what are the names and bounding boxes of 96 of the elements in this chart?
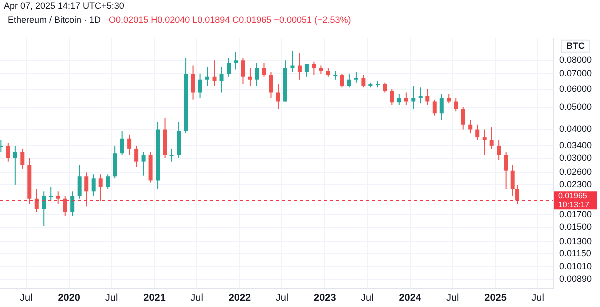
candlestick [347,73,352,88]
candlestick [510,164,515,197]
candlestick [42,191,46,227]
y-tick-label: 0.02600 [559,167,592,178]
candlestick [497,140,502,161]
candlestick [13,145,18,186]
candlestick [404,92,408,106]
chart-title: Ethereum / Bitcoin · 1D [8,15,102,25]
x-tick-label: 2022 [228,292,252,304]
candlestick [113,145,118,180]
candlestick [504,152,508,190]
x-tick-label: 2020 [58,292,81,304]
x-tick-label: 2025 [484,292,508,304]
y-tick-label: 0.03000 [559,152,592,163]
x-tick-label: Jul [446,292,460,304]
y-tick-label: 0.00890 [559,274,592,284]
y-tick-label: 0.03400 [559,140,592,150]
candlestick [134,145,139,168]
candlestick [269,72,274,99]
candlestick [468,120,473,134]
candlestick [0,140,4,153]
candlestick [191,65,196,100]
candlestick [92,174,96,197]
y-tick-label: 0.08000 [559,55,592,66]
y-tick-label: 0.01010 [559,261,592,272]
candlestick [290,50,295,74]
candlestick [120,130,124,156]
candlestick [34,188,39,213]
candlestick [418,87,423,104]
candlestick [198,73,202,99]
candlestick [6,142,10,162]
y-axis-title: BTC [566,40,586,51]
candlestick [206,66,210,87]
candlestick [516,184,520,205]
candlestick [482,129,487,156]
candlestick [454,98,458,112]
candlestick [49,186,54,202]
candlestick [84,172,89,208]
chart-subtitle: Apr 07, 2025 14:17 UTC+5:30 [3,0,126,13]
candlestick [432,99,437,116]
candlestick [20,148,25,170]
candlestick [234,52,238,70]
candlestick [397,94,402,106]
ref-line-label: 0.01965 10:13:17 [558,191,590,210]
candlestick [383,82,388,94]
candlestick [476,124,480,141]
text: O0.02015 H0.02040 L0.01894 C0.01965 −0.00051 (−2.53%) [109,15,352,25]
x-tick-label: Jul [20,292,33,304]
candlestick [255,62,260,87]
x-tick-label: Jul [190,292,204,304]
candlestick [262,62,266,78]
y-tick-label: 0.01700 [559,210,592,220]
x-tick-label: Jul [532,292,544,304]
candlestick [340,73,344,88]
candlestick [276,84,280,110]
candlestick [461,107,466,130]
x-tick-label: 2024 [399,292,422,304]
x-tick-label: Jul [276,292,289,304]
candlestick [426,88,430,106]
candlestick [212,60,217,87]
candlestick [63,196,68,217]
candlestick [312,61,316,76]
x-tick-label: 2023 [314,292,337,304]
candlestick [440,94,444,121]
candlestick [226,58,231,78]
candlestick [170,148,174,162]
x-tick-label: Jul [361,292,374,304]
candlestick [362,74,366,88]
candlestick [390,88,394,106]
y-tick-label: 0.06000 [559,84,592,94]
candlestick [98,174,103,202]
y-tick-label: 0.02300 [559,179,592,190]
candlestick [304,64,309,78]
candlestick [490,126,494,150]
candlestick [78,164,82,200]
candlestick [447,94,452,104]
y-tick-label: 0.01300 [559,236,592,246]
candlestick [142,152,146,176]
candlestick [70,191,75,217]
candlestick [128,134,132,156]
x-tick-label: 2021 [144,292,166,304]
candlestick [56,191,60,204]
candlestick [334,70,338,80]
y-tick-label: 0.01500 [559,222,592,232]
x-tick-label: Jul [105,292,118,304]
candlestick [220,66,224,94]
y-tick-label: 0.01150 [559,248,592,259]
candlestick [298,52,302,80]
candlestick [354,72,358,84]
candlestick [248,68,252,87]
candlestick [241,58,246,85]
y-tick-label: 0.05000 [559,102,592,112]
candlestick [106,174,110,190]
y-tick-label: 0.07000 [559,68,592,78]
candlestick [412,86,416,110]
y-tick-label: 0.04000 [559,124,592,134]
